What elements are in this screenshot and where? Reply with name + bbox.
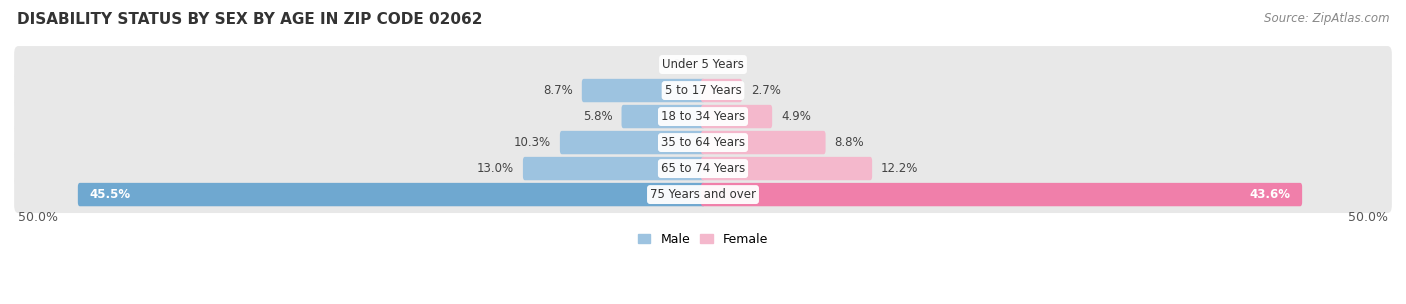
FancyBboxPatch shape: [560, 131, 704, 154]
Text: 18 to 34 Years: 18 to 34 Years: [661, 110, 745, 123]
FancyBboxPatch shape: [14, 150, 1392, 187]
FancyBboxPatch shape: [702, 79, 742, 102]
FancyBboxPatch shape: [523, 157, 704, 180]
FancyBboxPatch shape: [14, 124, 1392, 161]
Text: 65 to 74 Years: 65 to 74 Years: [661, 162, 745, 175]
Text: Under 5 Years: Under 5 Years: [662, 58, 744, 71]
FancyBboxPatch shape: [14, 176, 1392, 213]
Text: 5 to 17 Years: 5 to 17 Years: [665, 84, 741, 97]
Text: DISABILITY STATUS BY SEX BY AGE IN ZIP CODE 02062: DISABILITY STATUS BY SEX BY AGE IN ZIP C…: [17, 12, 482, 27]
Text: 8.7%: 8.7%: [543, 84, 572, 97]
Text: 8.8%: 8.8%: [835, 136, 865, 149]
Text: 43.6%: 43.6%: [1250, 188, 1291, 201]
Text: 0.0%: 0.0%: [662, 58, 692, 71]
Text: 10.3%: 10.3%: [513, 136, 551, 149]
Text: 13.0%: 13.0%: [477, 162, 515, 175]
Legend: Male, Female: Male, Female: [633, 228, 773, 251]
Text: Source: ZipAtlas.com: Source: ZipAtlas.com: [1264, 12, 1389, 25]
Text: 50.0%: 50.0%: [1348, 212, 1388, 224]
Text: 4.9%: 4.9%: [782, 110, 811, 123]
FancyBboxPatch shape: [14, 98, 1392, 135]
Text: 0.0%: 0.0%: [714, 58, 744, 71]
Text: 12.2%: 12.2%: [882, 162, 918, 175]
FancyBboxPatch shape: [14, 46, 1392, 83]
FancyBboxPatch shape: [77, 183, 704, 206]
Text: 35 to 64 Years: 35 to 64 Years: [661, 136, 745, 149]
FancyBboxPatch shape: [702, 105, 772, 128]
FancyBboxPatch shape: [702, 131, 825, 154]
FancyBboxPatch shape: [621, 105, 704, 128]
FancyBboxPatch shape: [14, 72, 1392, 109]
FancyBboxPatch shape: [582, 79, 704, 102]
Text: 50.0%: 50.0%: [18, 212, 58, 224]
Text: 45.5%: 45.5%: [90, 188, 131, 201]
FancyBboxPatch shape: [702, 183, 1302, 206]
Text: 5.8%: 5.8%: [583, 110, 613, 123]
Text: 75 Years and over: 75 Years and over: [650, 188, 756, 201]
FancyBboxPatch shape: [702, 157, 872, 180]
Text: 2.7%: 2.7%: [751, 84, 780, 97]
